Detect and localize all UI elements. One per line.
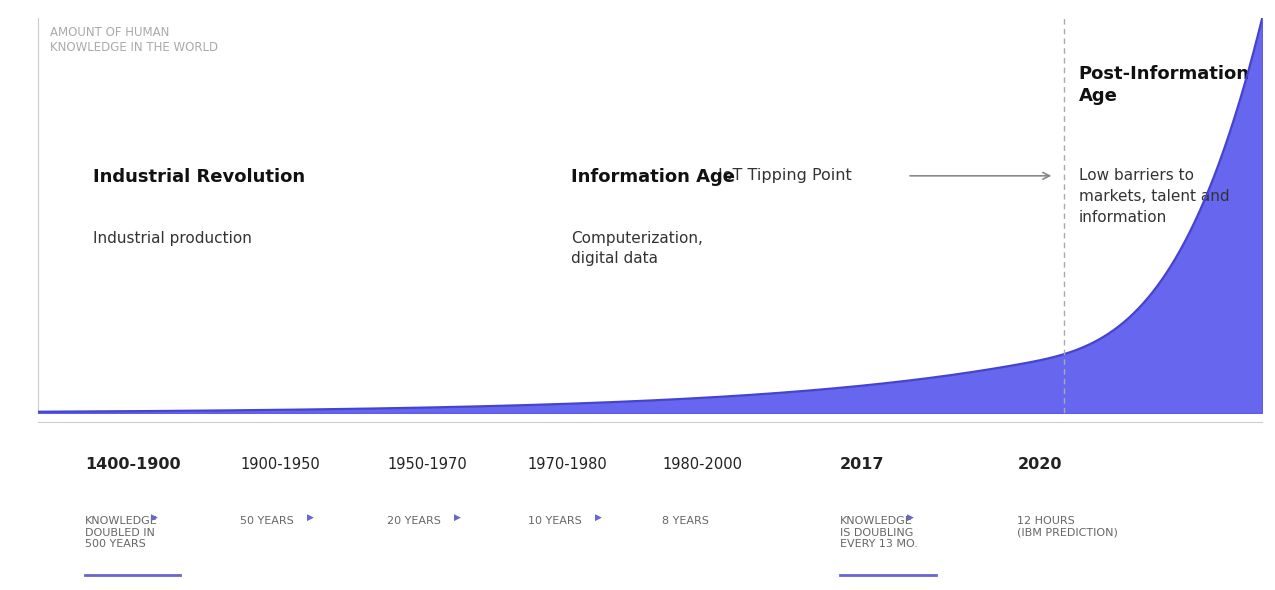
Text: 12 HOURS
(IBM PREDICTION): 12 HOURS (IBM PREDICTION) bbox=[1017, 516, 1118, 538]
Text: 1900-1950: 1900-1950 bbox=[240, 457, 320, 472]
Text: 2017: 2017 bbox=[840, 457, 885, 472]
Text: KNOWLEDGE
IS DOUBLING
EVERY 13 MO.: KNOWLEDGE IS DOUBLING EVERY 13 MO. bbox=[840, 516, 918, 549]
Text: 10 YEARS: 10 YEARS bbox=[528, 516, 581, 526]
Text: Information Age: Information Age bbox=[571, 168, 734, 186]
Text: Post-Information
Age: Post-Information Age bbox=[1079, 65, 1250, 106]
Text: Industrial production: Industrial production bbox=[93, 231, 252, 246]
Text: 1950-1970: 1950-1970 bbox=[388, 457, 467, 472]
Text: Industrial Revolution: Industrial Revolution bbox=[93, 168, 306, 186]
Text: AMOUNT OF HUMAN
KNOWLEDGE IN THE WORLD: AMOUNT OF HUMAN KNOWLEDGE IN THE WORLD bbox=[51, 25, 218, 54]
Text: ▶: ▶ bbox=[152, 513, 158, 522]
Text: 8 YEARS: 8 YEARS bbox=[663, 516, 709, 526]
Text: Computerization,
digital data: Computerization, digital data bbox=[571, 231, 703, 266]
Text: ▶: ▶ bbox=[594, 513, 602, 522]
Text: 20 YEARS: 20 YEARS bbox=[388, 516, 441, 526]
Text: 50 YEARS: 50 YEARS bbox=[240, 516, 295, 526]
Text: Low barriers to
markets, talent and
information: Low barriers to markets, talent and info… bbox=[1079, 168, 1229, 225]
Text: 1970-1980: 1970-1980 bbox=[528, 457, 608, 472]
Text: KNOWLEDGE
DOUBLED IN
500 YEARS: KNOWLEDGE DOUBLED IN 500 YEARS bbox=[84, 516, 158, 549]
Text: 1400-1900: 1400-1900 bbox=[84, 457, 180, 472]
Text: ▶: ▶ bbox=[454, 513, 460, 522]
Text: ▶: ▶ bbox=[907, 513, 913, 522]
Text: 2020: 2020 bbox=[1017, 457, 1062, 472]
Text: 1980-2000: 1980-2000 bbox=[663, 457, 742, 472]
Text: IoT Tipping Point: IoT Tipping Point bbox=[718, 168, 852, 183]
Text: ▶: ▶ bbox=[307, 513, 314, 522]
